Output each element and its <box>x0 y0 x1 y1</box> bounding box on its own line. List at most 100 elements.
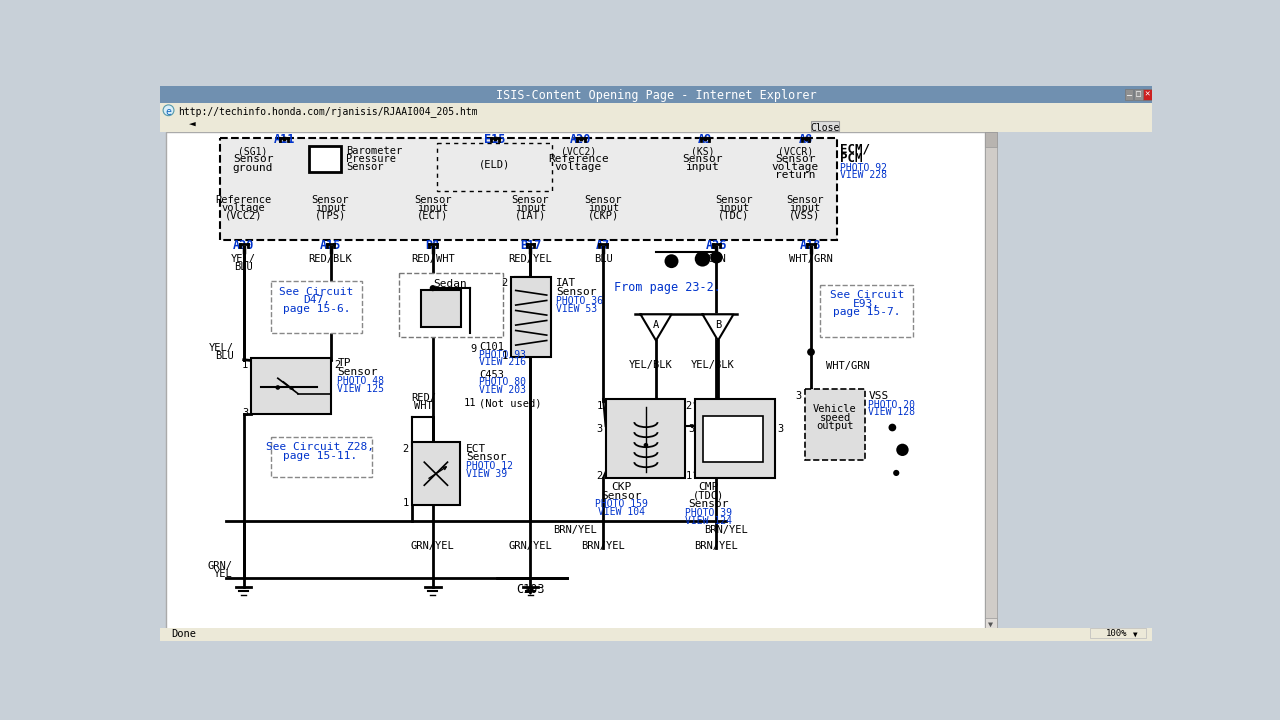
Text: RED/: RED/ <box>426 300 452 310</box>
Text: VIEW 125: VIEW 125 <box>338 384 384 394</box>
Circle shape <box>695 251 710 266</box>
Text: (ELD): (ELD) <box>479 160 511 169</box>
Text: BRN/YEL: BRN/YEL <box>581 541 625 551</box>
Text: Sensor: Sensor <box>689 499 728 509</box>
Text: 3: 3 <box>596 424 603 434</box>
Text: VIEW 104: VIEW 104 <box>598 507 645 517</box>
Text: A20: A20 <box>570 132 591 145</box>
Text: Done: Done <box>172 629 197 639</box>
Text: input: input <box>790 202 820 212</box>
Text: CKP: CKP <box>611 482 631 492</box>
Text: Sensor: Sensor <box>512 195 549 205</box>
Bar <box>984 132 997 144</box>
Text: ◄: ◄ <box>189 120 196 130</box>
Bar <box>1134 89 1143 100</box>
Text: output: output <box>817 421 854 431</box>
Text: Sensor: Sensor <box>312 195 349 205</box>
Text: A20: A20 <box>233 239 255 252</box>
Text: ─: ─ <box>1126 90 1132 99</box>
Bar <box>271 282 362 333</box>
Bar <box>166 132 984 631</box>
Text: Reference: Reference <box>548 154 609 164</box>
Bar <box>812 121 838 131</box>
Circle shape <box>275 385 280 390</box>
Text: YEL/: YEL/ <box>232 254 256 264</box>
Text: WHT/GRN: WHT/GRN <box>790 254 833 264</box>
Text: BLU: BLU <box>234 262 253 272</box>
Text: VIEW 124: VIEW 124 <box>685 516 732 526</box>
Text: GRN: GRN <box>707 254 726 264</box>
Text: 1: 1 <box>402 498 408 508</box>
Text: return: return <box>776 169 815 179</box>
Text: voltage: voltage <box>554 162 602 172</box>
Text: VIEW 203: VIEW 203 <box>479 385 526 395</box>
Text: 11: 11 <box>463 398 476 408</box>
Bar <box>271 437 371 477</box>
Text: Sensor: Sensor <box>585 195 622 205</box>
Text: YEL/BLK: YEL/BLK <box>691 360 735 370</box>
Text: PHOTO 20: PHOTO 20 <box>868 400 915 410</box>
Circle shape <box>430 285 436 291</box>
Text: (VSS): (VSS) <box>790 210 820 220</box>
Text: 3: 3 <box>778 424 783 434</box>
Text: (ECT): (ECT) <box>417 210 448 220</box>
Text: input: input <box>417 202 448 212</box>
Text: input: input <box>718 202 749 212</box>
Text: VSS: VSS <box>868 390 888 400</box>
Text: YEL/: YEL/ <box>209 343 234 353</box>
Text: Sedan: Sedan <box>434 279 467 289</box>
Text: VIEW 216: VIEW 216 <box>479 357 526 367</box>
Text: See Circuit Z28,: See Circuit Z28, <box>266 442 375 452</box>
Text: Vehicle: Vehicle <box>813 405 856 415</box>
Text: 1: 1 <box>685 471 691 481</box>
Text: voltage: voltage <box>772 162 819 172</box>
Text: (TDC): (TDC) <box>718 210 749 220</box>
Bar <box>1091 628 1146 639</box>
Text: PHOTO 39: PHOTO 39 <box>685 508 732 518</box>
Text: GRN/YEL: GRN/YEL <box>411 541 454 551</box>
Text: From page 23-2.: From page 23-2. <box>614 282 721 294</box>
Text: Sensor: Sensor <box>556 287 596 297</box>
Text: speed: speed <box>819 413 851 423</box>
Text: See Circuit: See Circuit <box>829 290 904 300</box>
Circle shape <box>896 444 909 456</box>
Text: PHOTO 159: PHOTO 159 <box>595 499 648 509</box>
Text: CMP: CMP <box>699 482 719 492</box>
Text: ground: ground <box>233 163 273 173</box>
Text: Sensor: Sensor <box>714 195 753 205</box>
Text: http://techinfo.honda.com/rjanisis/RJAAI004_205.htm: http://techinfo.honda.com/rjanisis/RJAAI… <box>179 107 479 117</box>
Text: 100%: 100% <box>1106 629 1126 638</box>
Text: D47,: D47, <box>303 295 330 305</box>
Text: See Circuit: See Circuit <box>279 287 353 297</box>
Text: A18: A18 <box>800 239 822 252</box>
Bar <box>160 628 1152 641</box>
Text: A11: A11 <box>274 132 294 145</box>
Text: input: input <box>686 162 719 172</box>
Bar <box>820 285 914 337</box>
Bar <box>984 132 997 631</box>
Text: VIEW 128: VIEW 128 <box>868 408 915 418</box>
Text: ECM/: ECM/ <box>841 143 870 156</box>
Text: Sensor: Sensor <box>786 195 823 205</box>
Text: Sensor: Sensor <box>413 195 452 205</box>
Text: PCM: PCM <box>841 152 863 165</box>
Text: Pressure: Pressure <box>346 154 396 164</box>
Text: (VCC2): (VCC2) <box>561 146 596 156</box>
Text: page 15-7.: page 15-7. <box>833 307 901 318</box>
Text: 2: 2 <box>596 471 603 481</box>
Circle shape <box>888 423 896 431</box>
Bar <box>160 118 1152 132</box>
Text: WHT: WHT <box>430 308 448 318</box>
Bar <box>421 290 462 328</box>
Text: IAT: IAT <box>556 278 576 288</box>
Bar <box>805 389 865 460</box>
Bar <box>160 102 1152 118</box>
Circle shape <box>893 470 900 476</box>
Text: ✕: ✕ <box>1144 89 1149 99</box>
Text: RED/BLK: RED/BLK <box>308 254 352 264</box>
Bar <box>1125 89 1133 100</box>
Text: VIEW 228: VIEW 228 <box>841 171 887 180</box>
Bar <box>703 416 763 462</box>
Bar <box>438 143 552 191</box>
Bar <box>160 86 1152 102</box>
